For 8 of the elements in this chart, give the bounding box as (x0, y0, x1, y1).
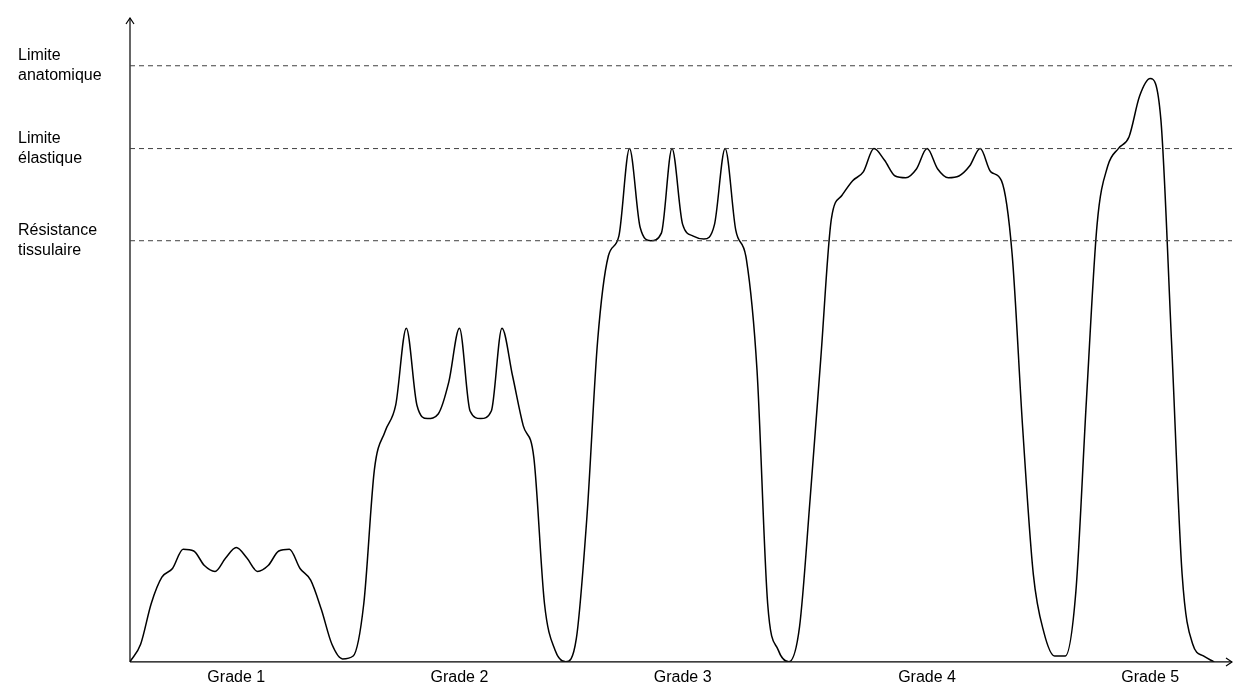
ref-line-label: Résistance tissulaire (18, 221, 98, 259)
ref-line-label: Limite anatomique (18, 46, 102, 84)
ref-line-label: Limite élastique (18, 128, 83, 166)
x-tick-label: Grade 5 (1121, 667, 1180, 685)
x-tick-label: Grade 3 (653, 667, 712, 685)
x-tick-label: Grade 2 (430, 667, 489, 685)
x-tick-label: Grade 1 (207, 667, 266, 685)
x-tick-label: Grade 4 (898, 667, 957, 685)
